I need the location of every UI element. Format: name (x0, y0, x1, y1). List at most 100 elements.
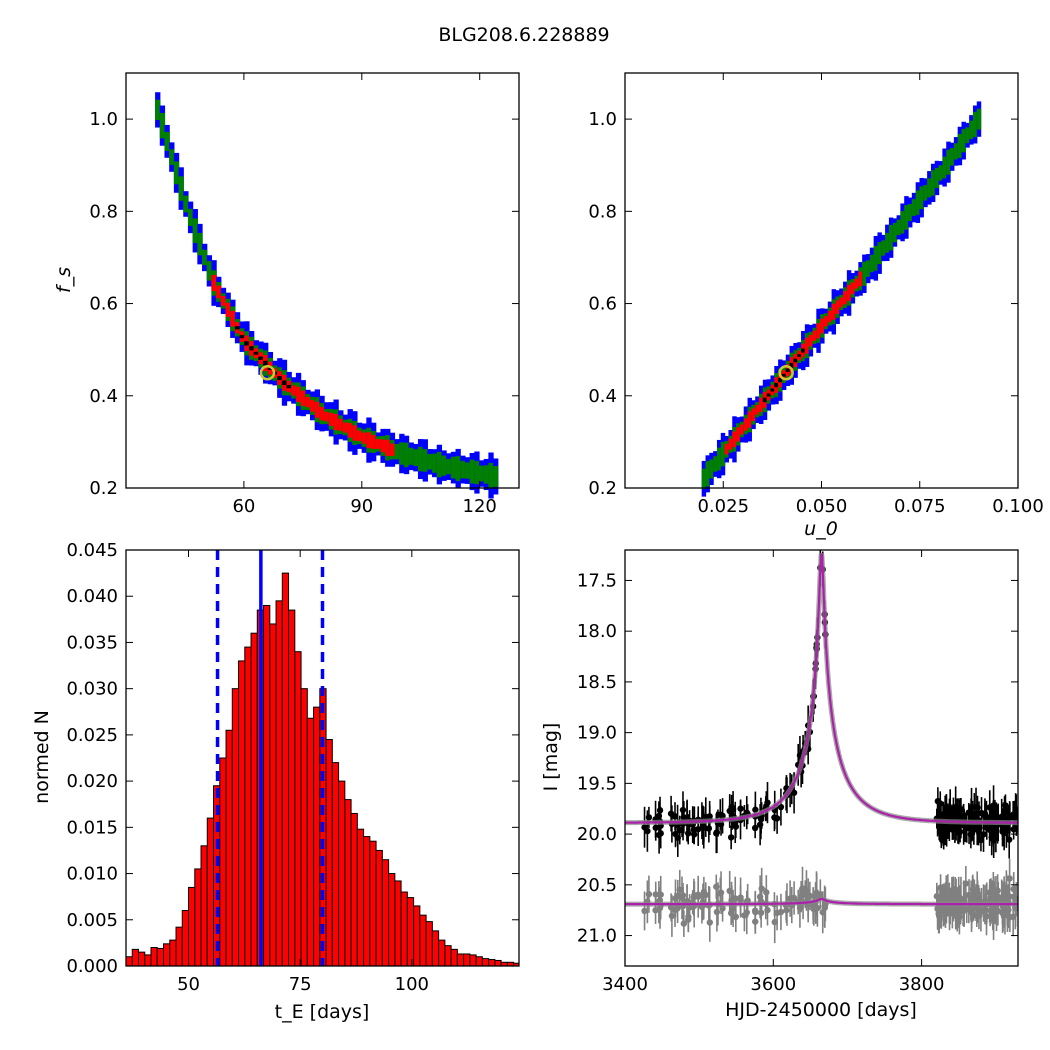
panel-u0-fs-density-cell (709, 459, 714, 479)
panel-u0-fs-density-cell (823, 316, 829, 327)
panel-u0-fs-density-cell (961, 128, 966, 153)
histogram-bar (194, 868, 202, 967)
panel-te-fs-density-cell (328, 412, 335, 426)
panel-u0-fs-density-cell (885, 232, 890, 253)
photometry-point (657, 830, 664, 837)
panel-te-fs-data (155, 92, 499, 499)
panel-u0-fs-density-cell (736, 427, 741, 442)
panel-u0-fs-density-cell (739, 424, 745, 435)
panel-u0-fs-density-cell (793, 358, 798, 363)
panel-te-fs-density-cell (263, 360, 269, 366)
panel-te-fs-density-cell (389, 443, 396, 456)
panel-te-fs-density-cell (300, 390, 306, 406)
diff-photometry-point (937, 908, 944, 916)
panel-te-fs-density-cell (314, 401, 320, 418)
panel-u0-fs-xlabel: u_0 (804, 518, 838, 540)
histogram-bar (275, 600, 283, 967)
panel-te-fs-ytick-label: 0.6 (89, 294, 118, 315)
panel-light-curve-ytick-label: 20.5 (577, 875, 617, 896)
photometry-point (981, 810, 989, 817)
histogram-bar (281, 572, 290, 967)
panel-u0-fs-density-cell (762, 397, 768, 403)
panel-te-histogram-ytick-label: 0.000 (66, 956, 118, 977)
panel-te-fs-density-cell (173, 161, 180, 185)
panel-te-fs-frame (125, 72, 520, 489)
panel-te-fs-density-cell (277, 376, 283, 380)
histogram-bar (206, 817, 215, 967)
histogram-bar (431, 930, 440, 967)
histogram-bar (263, 604, 271, 967)
panel-u0-fs-density-cell (896, 219, 901, 236)
panel-light-curve-ytick-label: 18.5 (577, 672, 617, 693)
light-curve-points (625, 550, 1018, 944)
panel-te-fs-density-cell (220, 296, 227, 306)
panel-u0-fs-density-cell (854, 278, 859, 289)
panel-u0-fs-data (701, 101, 982, 497)
panel-u0-fs-density-cell (751, 408, 756, 421)
panel-te-histogram-ytick-label: 0.035 (66, 632, 118, 653)
panel-te-fs-xtick-label: 60 (232, 496, 255, 517)
panel-te-fs-density-cell (248, 346, 255, 351)
panel-u0-fs-density-cell (938, 165, 944, 181)
panel-u0-fs-density-cell (808, 334, 814, 347)
panel-u0-fs-density-cell (869, 254, 875, 273)
panel-te-fs-ylabel: f_s (53, 267, 75, 293)
photometry-point (965, 824, 973, 832)
histogram-bar (200, 845, 208, 967)
histogram-bar (350, 812, 358, 967)
photometry-point (751, 824, 759, 832)
panel-light-curve-ytick-label: 19.0 (577, 723, 617, 744)
panel-u0-fs-density-cell (720, 441, 726, 467)
panel-u0-fs-density-cell (713, 456, 718, 472)
panel-te-fs-xtick-label: 120 (463, 496, 497, 517)
panel-u0-fs-xtick-label: 0.075 (894, 496, 946, 517)
histogram-bar (269, 623, 277, 967)
panel-te-fs-density-cell (478, 465, 485, 482)
panel-u0-fs-ytick-label: 0.2 (588, 478, 617, 499)
panel-te-histogram-ytick-label: 0.030 (66, 679, 118, 700)
diff-photometry-point (952, 896, 960, 903)
histogram-bar (338, 780, 346, 967)
panel-u0-fs-density-cell (778, 378, 783, 383)
photometry-point (690, 826, 698, 834)
panel-te-fs-density-cell (441, 455, 447, 476)
panel-te-fs-density-cell (493, 466, 499, 487)
diff-photometry-point (821, 904, 829, 911)
panel-u0-fs-density-cell (969, 120, 974, 140)
panel-te-fs-density-cell (464, 462, 471, 479)
panel-u0-fs-density-cell (820, 318, 825, 334)
panel-te-fs-density-cell (417, 446, 424, 472)
panel-te-fs-density-cell (305, 396, 311, 408)
panel-u0-fs-density-cell (835, 300, 840, 314)
panel-u0-fs-density-cell (930, 170, 936, 196)
panel-te-fs-density-cell (202, 249, 208, 266)
diff-photometry-point (737, 896, 744, 904)
histogram-bar (400, 891, 408, 967)
histogram-bar (156, 947, 165, 967)
panel-light-curve-ytick-label: 20.0 (577, 824, 617, 845)
panel-u0-fs-density-cell (732, 431, 737, 448)
panel-u0-fs-density-cell (774, 382, 779, 388)
panel-te-fs-density-cell (286, 384, 292, 389)
panel-u0-fs-density-cell (904, 205, 909, 230)
photometry-point (980, 831, 987, 838)
photometry-point (937, 800, 944, 807)
panel-u0-fs-density-cell (919, 186, 924, 210)
panel-te-fs-axes: 60 90 120 0.2 0.4 0.6 0.8 1.0 (89, 72, 520, 517)
diff-photometry-point (717, 889, 725, 896)
histogram-bar (356, 828, 365, 967)
panel-te-fs-density-cell (399, 442, 405, 465)
panel-u0-fs-density-cell (976, 108, 982, 130)
panel-u0-fs-density-cell (865, 260, 871, 277)
panel-u0-fs-ytick-label: 0.8 (588, 201, 617, 222)
diff-photometry-point (702, 891, 709, 899)
histogram-bar (250, 632, 258, 967)
panel-te-fs-density-cell (253, 351, 259, 355)
panel-te-fs-density-cell (450, 456, 457, 479)
diff-photometry-point (790, 894, 798, 902)
panel-te-fs-density-cell (333, 413, 339, 431)
panel-u0-fs-density-cell (728, 438, 733, 450)
panel-u0-fs-ytick-label: 0.6 (588, 294, 617, 315)
panel-u0-fs-density-cell (942, 156, 947, 179)
